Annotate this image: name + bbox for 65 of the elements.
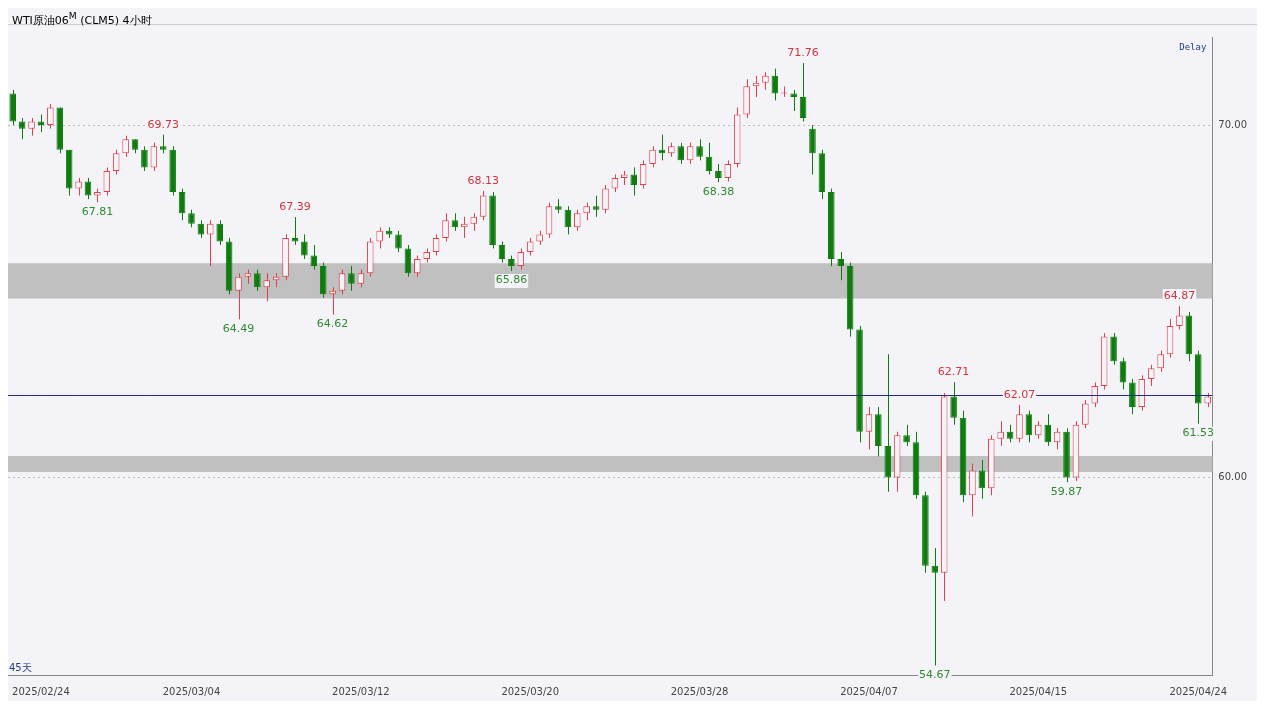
candlestick: [630, 166, 637, 197]
annotation: 54.67: [919, 667, 951, 681]
candlestick: [696, 138, 703, 161]
candlestick: [442, 212, 449, 242]
candlestick: [207, 219, 214, 267]
x-tick-label: 2025/03/12: [332, 685, 390, 697]
candlestick: [1044, 413, 1052, 447]
annotation: 45天: [9, 661, 32, 673]
candlestick: [1157, 350, 1164, 373]
annotation: 62.07: [1003, 388, 1036, 401]
candlestick: [837, 251, 844, 281]
candlestick: [950, 381, 957, 426]
candlestick: [715, 163, 722, 183]
candlestick: [263, 272, 271, 302]
annotation: 61.53: [1182, 426, 1215, 440]
candlestick: [301, 233, 308, 260]
candlestick: [790, 89, 797, 112]
y-tick-label: 60.00: [1218, 471, 1248, 483]
annotation: 67.39: [279, 200, 311, 214]
annotation: 64.49: [222, 321, 255, 335]
candlestick: [216, 219, 223, 246]
annotation: 64.62: [316, 317, 349, 331]
annotation: 69.73: [147, 118, 179, 131]
candlestick: [1129, 378, 1136, 415]
annotation: 59.87: [1050, 484, 1083, 498]
candlestick: [677, 142, 685, 165]
candlestick: [903, 424, 910, 447]
x-tick-label: 2025/04/24: [1169, 685, 1228, 697]
x-tick-label: 2025/03/28: [670, 685, 729, 697]
candlestick: [235, 272, 242, 320]
candlestick: [1091, 381, 1099, 408]
annotation: 62.71: [937, 365, 970, 379]
candlestick: [997, 420, 1004, 447]
annotation: 68.13: [467, 174, 499, 188]
y-tick-label: 70.00: [1218, 118, 1248, 130]
x-tick-label: 2025/03/20: [501, 685, 560, 697]
annotation: 68.38: [702, 184, 735, 198]
candlestick: [649, 145, 656, 168]
candlestick: [969, 463, 976, 517]
candlestick: [395, 230, 402, 253]
annotation: Delay: [1179, 41, 1207, 52]
x-tick-label: 2025/02/24: [12, 685, 70, 697]
chart-title: WTI原油06$^{M}$ (CLM5) 4小时: [8, 8, 1257, 27]
annotation: 67.81: [81, 204, 114, 218]
candlestick: [414, 255, 421, 278]
candlestick: [141, 145, 148, 172]
candlestick: [809, 124, 816, 175]
candlestick: [1016, 404, 1023, 443]
candlestick: [348, 265, 355, 292]
candlestick: [122, 135, 129, 158]
candlestick: [376, 226, 383, 249]
candlestick: [592, 195, 600, 218]
candlestick: [573, 209, 581, 232]
annotation: 71.76: [787, 46, 819, 60]
candlestick: [47, 103, 54, 130]
x-tick-label: 2025/04/15: [1009, 685, 1068, 697]
annotation: 65.86: [495, 273, 528, 287]
candlestick: [602, 184, 609, 214]
annotation: 64.87: [1163, 289, 1196, 303]
x-tick-label: 2025/03/04: [162, 685, 221, 697]
x-tick-label: 2025/04/07: [840, 685, 898, 697]
candlestick: [1082, 399, 1089, 429]
candlestick: [159, 134, 167, 154]
candlestick: [254, 269, 261, 292]
candlestick: [1110, 332, 1117, 366]
